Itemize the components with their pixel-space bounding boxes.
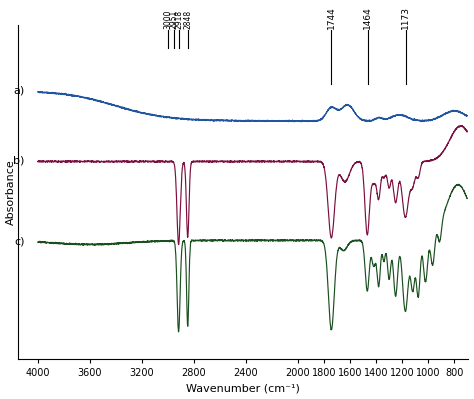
Text: a): a) bbox=[14, 86, 25, 96]
Text: 1173: 1173 bbox=[401, 6, 410, 29]
Y-axis label: Absorbance: Absorbance bbox=[6, 159, 16, 225]
Text: 1464: 1464 bbox=[363, 6, 372, 29]
X-axis label: Wavenumber (cm⁻¹): Wavenumber (cm⁻¹) bbox=[186, 383, 301, 393]
Text: 3000: 3000 bbox=[164, 10, 173, 29]
Text: 2918: 2918 bbox=[174, 10, 183, 29]
Text: 1744: 1744 bbox=[327, 6, 336, 29]
Text: 2951: 2951 bbox=[170, 10, 179, 29]
Text: 2848: 2848 bbox=[183, 10, 192, 29]
Text: c): c) bbox=[14, 236, 25, 246]
Text: b): b) bbox=[13, 155, 25, 165]
